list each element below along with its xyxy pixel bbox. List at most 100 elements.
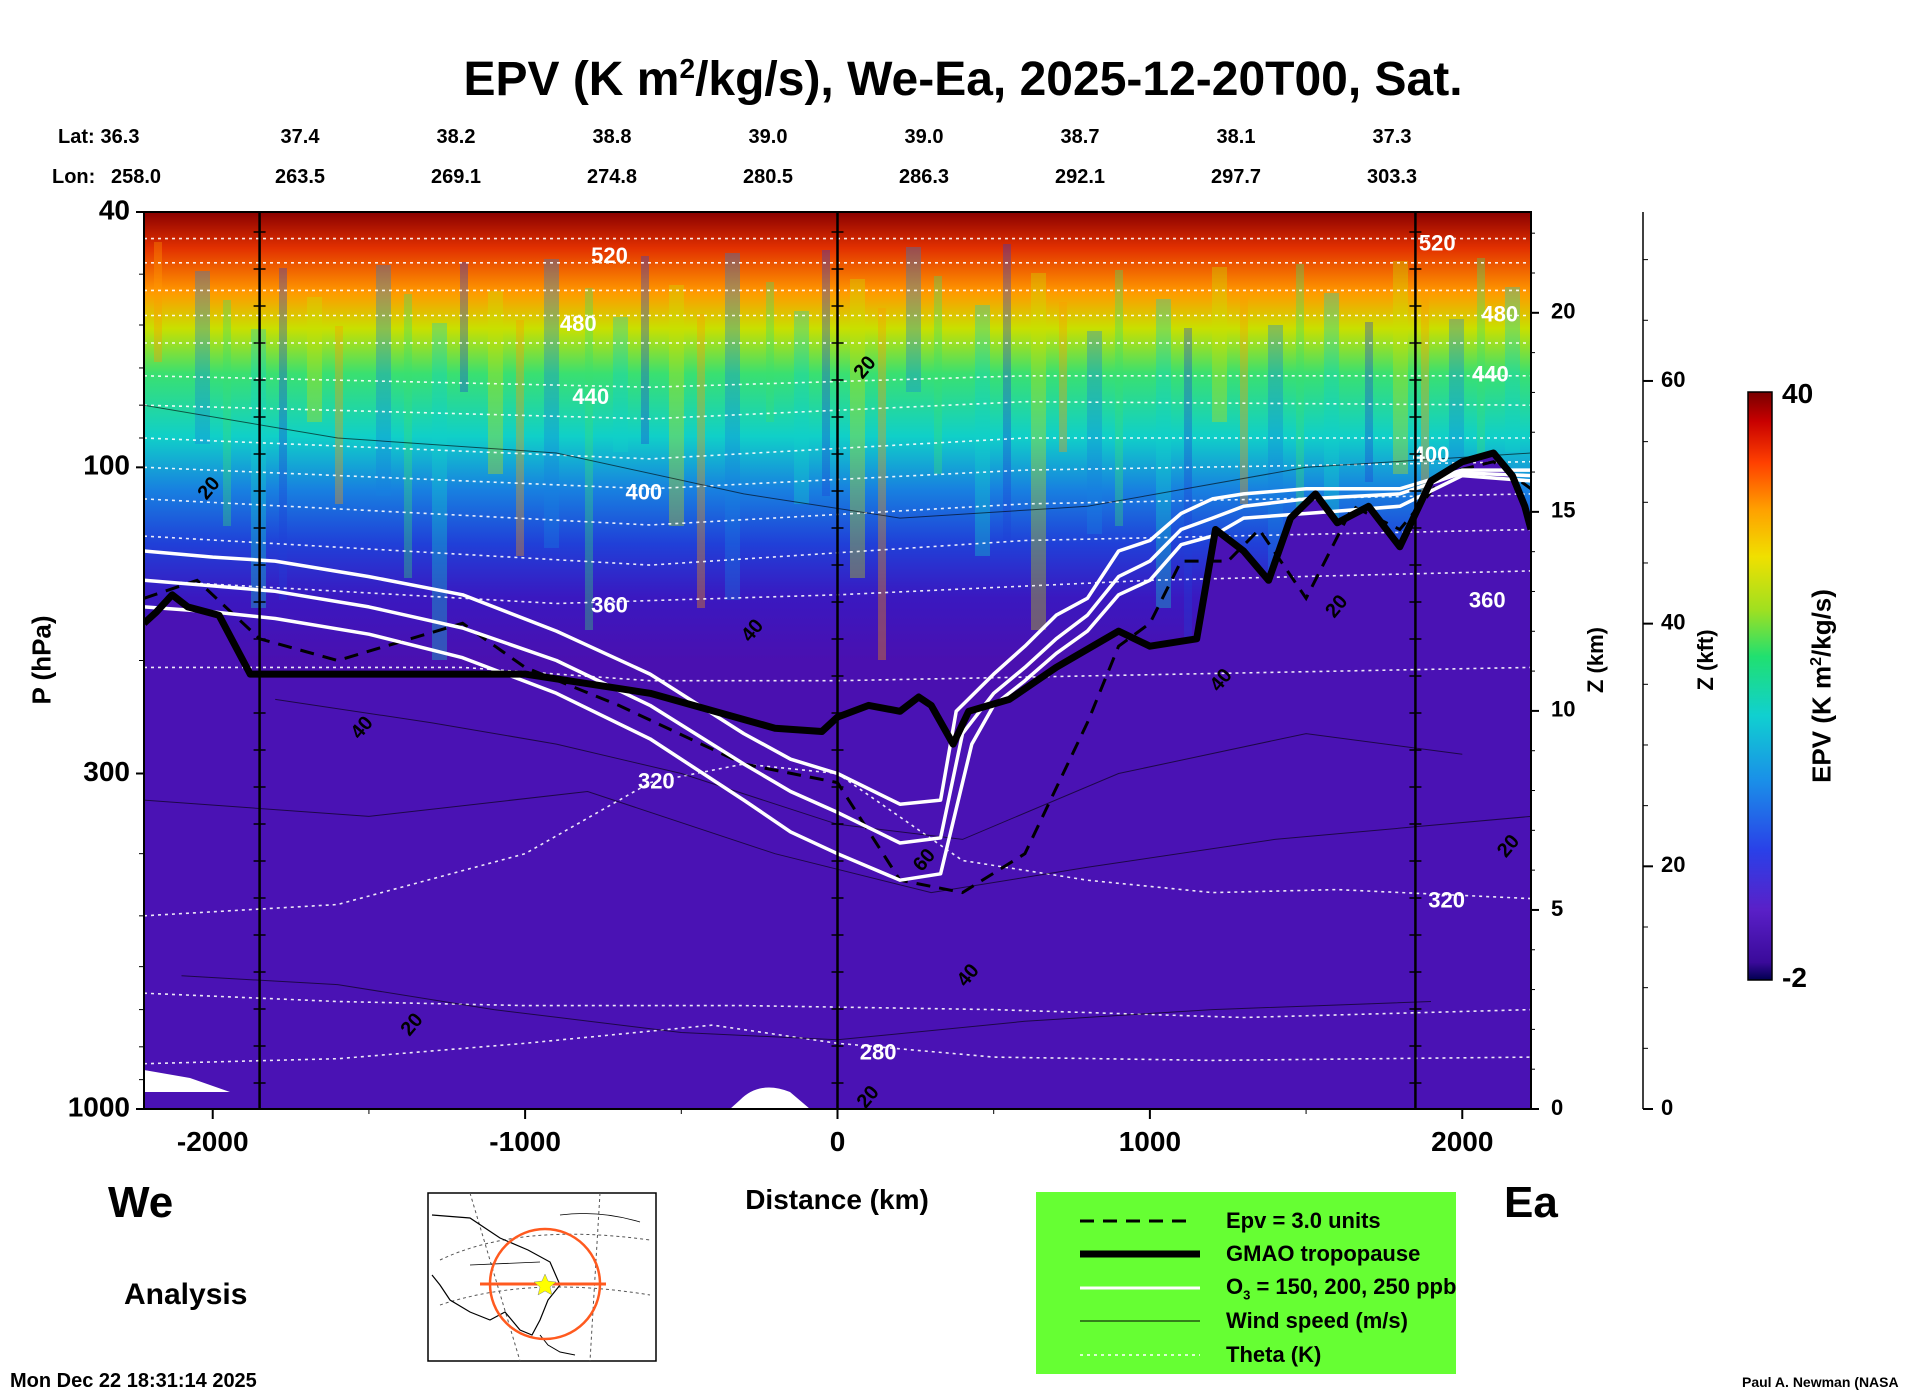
z-km-tick-label: 15 — [1551, 498, 1575, 523]
theta-label: 320 — [1428, 887, 1465, 912]
surface-mask — [144, 1070, 810, 1109]
lat-value: 39.0 — [748, 126, 788, 148]
epv-streak — [850, 279, 865, 578]
epv-streak — [1393, 261, 1408, 474]
ozone-contour — [144, 468, 1531, 806]
epv-streak — [1268, 325, 1283, 586]
z-kft-axis: 0 20 40 60 — [1642, 212, 1685, 1120]
colorbar-title: EPV (K m2/kg/s) — [1806, 589, 1837, 783]
epv-streak — [1421, 290, 1429, 556]
colorbar-max-label: 40 — [1782, 378, 1814, 409]
theta-label: 280 — [860, 1040, 897, 1065]
lon-value: 274.8 — [586, 166, 638, 188]
z-km-tick-label: 20 — [1551, 299, 1575, 324]
y-tick-label: 100 — [83, 450, 130, 481]
lon-value: 258.0 — [110, 166, 162, 188]
epv-streak — [1087, 331, 1102, 534]
x-axis: -2000 -1000 0 1000 2000 — [177, 1109, 1493, 1157]
epv-streak — [613, 317, 628, 452]
epv-streak — [1212, 267, 1227, 422]
theta-label: 520 — [591, 243, 628, 268]
lat-value: 38.8 — [592, 126, 632, 148]
epv-streak — [1240, 296, 1248, 504]
title-sup: 2 — [679, 53, 696, 84]
y-axis: 40 100 300 1000 — [68, 194, 144, 1122]
location-lines — [253, 212, 1422, 1109]
z-kft-tick-label: 0 — [1661, 1095, 1673, 1120]
lon-value: 286.3 — [898, 166, 950, 188]
epv-streak — [1296, 264, 1304, 578]
z-km-tick-label: 5 — [1551, 896, 1563, 921]
lat-value: 38.2 — [436, 126, 476, 148]
epv-streak — [669, 285, 684, 526]
epv-streak — [1059, 302, 1067, 452]
lat-value: 38.1 — [1216, 126, 1256, 148]
legend-label-wind: Wind speed (m/s) — [1226, 1308, 1408, 1333]
analysis-label: Analysis — [124, 1278, 248, 1311]
epv-streak — [1505, 287, 1520, 452]
epv-streak — [1003, 244, 1011, 548]
epv-streak — [1365, 322, 1373, 482]
epv-streak — [878, 308, 886, 660]
theta-label: 440 — [572, 384, 609, 409]
theta-label: 520 — [1419, 231, 1456, 256]
timestamp: Mon Dec 22 18:31:14 2025 — [10, 1370, 257, 1392]
legend-label-ozone: O3 = 150, 200, 250 ppb — [1226, 1274, 1457, 1303]
z-km-tick-label: 10 — [1551, 697, 1575, 722]
lat-value: 36.3 — [100, 126, 140, 148]
theta-label: 440 — [1472, 362, 1509, 387]
theta-label: 320 — [638, 768, 675, 793]
lat-value: 37.3 — [1372, 126, 1412, 148]
epv-streak — [725, 253, 740, 600]
inset-map — [427, 1192, 657, 1362]
ozone-contour — [144, 471, 1531, 845]
epv-streak — [279, 268, 287, 600]
z-kft-tick-label: 40 — [1661, 609, 1685, 634]
z-kft-tick-label: 60 — [1661, 367, 1685, 392]
z-km-tick-label: 0 — [1551, 1095, 1563, 1120]
theta-label: 400 — [625, 480, 662, 505]
epv-streak — [404, 294, 412, 578]
ozone-contours — [144, 468, 1531, 882]
lon-label: Lon: — [52, 166, 96, 188]
x-tick-label: 1000 — [1119, 1126, 1181, 1157]
epv-streak — [307, 297, 322, 422]
theta-label: 480 — [560, 311, 597, 336]
ozone-contour — [144, 473, 1531, 882]
epv-streak — [516, 320, 524, 556]
theta-contour — [144, 992, 1531, 1019]
lon-value: 280.5 — [742, 166, 794, 188]
epv-streak — [766, 282, 774, 422]
epv-streak — [1156, 299, 1171, 608]
x-axis-title: Distance (km) — [745, 1184, 929, 1215]
lon-value: 292.1 — [1054, 166, 1106, 188]
epv-streak — [975, 305, 990, 556]
y-tick-label: 300 — [83, 756, 130, 787]
epv-streak — [641, 256, 649, 444]
x-tick-label: 2000 — [1431, 1126, 1493, 1157]
lat-value: 39.0 — [904, 126, 944, 148]
chart-title: EPV (K m2/kg/s), We-Ea, 2025-12-20T00, S… — [0, 52, 1926, 107]
epv-streak — [794, 311, 809, 504]
z-km-axis: 0 5 10 15 20 — [1531, 232, 1575, 1120]
lon-value: 269.1 — [430, 166, 482, 188]
theta-label: 360 — [1469, 588, 1506, 613]
epv-streak — [223, 300, 231, 526]
z-km-title: Z (km) — [1583, 627, 1608, 693]
epv-streak — [1115, 270, 1123, 526]
theta-label: 360 — [591, 593, 628, 618]
epv-streak — [822, 250, 830, 496]
x-tick-label: -2000 — [177, 1126, 249, 1157]
z-kft-tick-label: 20 — [1661, 852, 1685, 877]
theta-contour — [144, 1024, 1531, 1065]
z-kft-title: Z (kft) — [1693, 629, 1718, 691]
legend-label-tropopause: GMAO tropopause — [1226, 1241, 1421, 1266]
lon-value: 263.5 — [274, 166, 326, 188]
west-label: We — [108, 1178, 174, 1227]
epv-streak — [585, 288, 593, 630]
lat-value: 37.4 — [280, 126, 320, 148]
legend-label-theta: Theta (K) — [1226, 1342, 1322, 1367]
epv-streak — [154, 242, 162, 362]
y-tick-label: 1000 — [68, 1091, 130, 1122]
wind-contour — [144, 790, 1531, 894]
